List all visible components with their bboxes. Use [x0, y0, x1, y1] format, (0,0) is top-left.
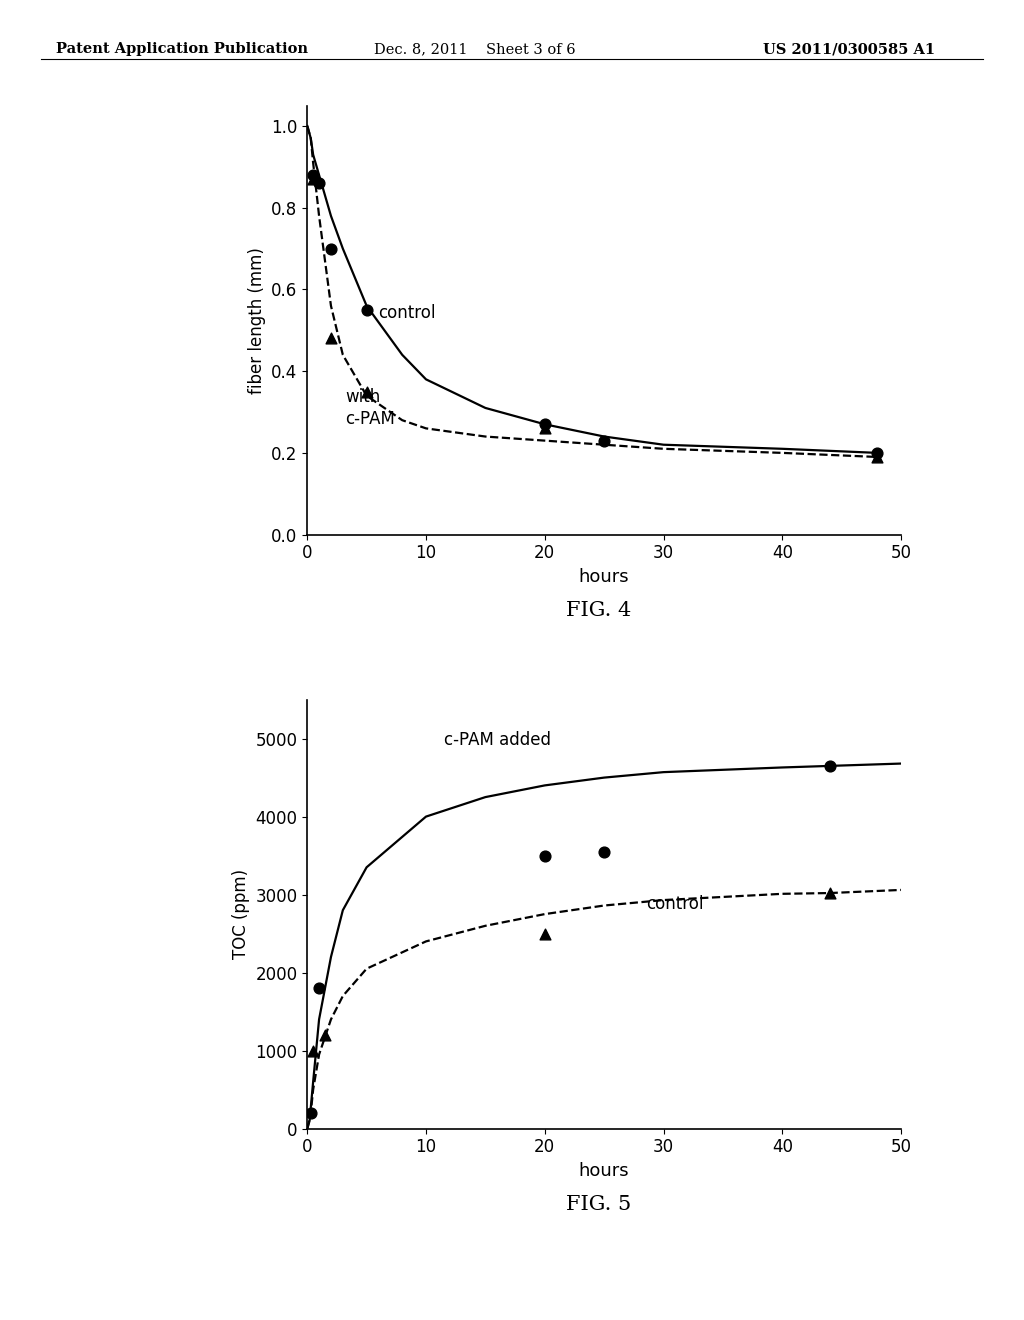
Point	[537, 845, 553, 866]
Point	[305, 1040, 322, 1061]
Text: control: control	[646, 895, 703, 912]
Point	[821, 883, 838, 904]
Text: c-PAM added: c-PAM added	[443, 731, 551, 748]
Point	[869, 442, 886, 463]
Point	[305, 169, 322, 190]
Point	[311, 173, 328, 194]
Text: FIG. 4: FIG. 4	[566, 601, 632, 619]
Point	[821, 755, 838, 776]
Point	[537, 923, 553, 944]
Y-axis label: fiber length (mm): fiber length (mm)	[248, 247, 265, 393]
Y-axis label: TOC (ppm): TOC (ppm)	[231, 869, 250, 960]
Text: FIG. 5: FIG. 5	[566, 1195, 632, 1213]
Text: US 2011/0300585 A1: US 2011/0300585 A1	[763, 42, 935, 57]
Point	[358, 300, 375, 321]
Point	[305, 165, 322, 186]
Point	[596, 841, 612, 862]
Point	[302, 1102, 318, 1123]
Point	[596, 430, 612, 451]
X-axis label: hours: hours	[579, 1162, 630, 1180]
Text: with
c-PAM: with c-PAM	[345, 388, 395, 428]
Text: Dec. 8, 2011    Sheet 3 of 6: Dec. 8, 2011 Sheet 3 of 6	[374, 42, 575, 57]
X-axis label: hours: hours	[579, 568, 630, 586]
Text: control: control	[379, 304, 436, 322]
Text: Patent Application Publication: Patent Application Publication	[56, 42, 308, 57]
Point	[316, 1024, 333, 1045]
Point	[358, 381, 375, 403]
Point	[323, 327, 339, 348]
Point	[869, 446, 886, 467]
Point	[311, 978, 328, 999]
Point	[537, 418, 553, 440]
Point	[323, 238, 339, 259]
Point	[537, 413, 553, 434]
